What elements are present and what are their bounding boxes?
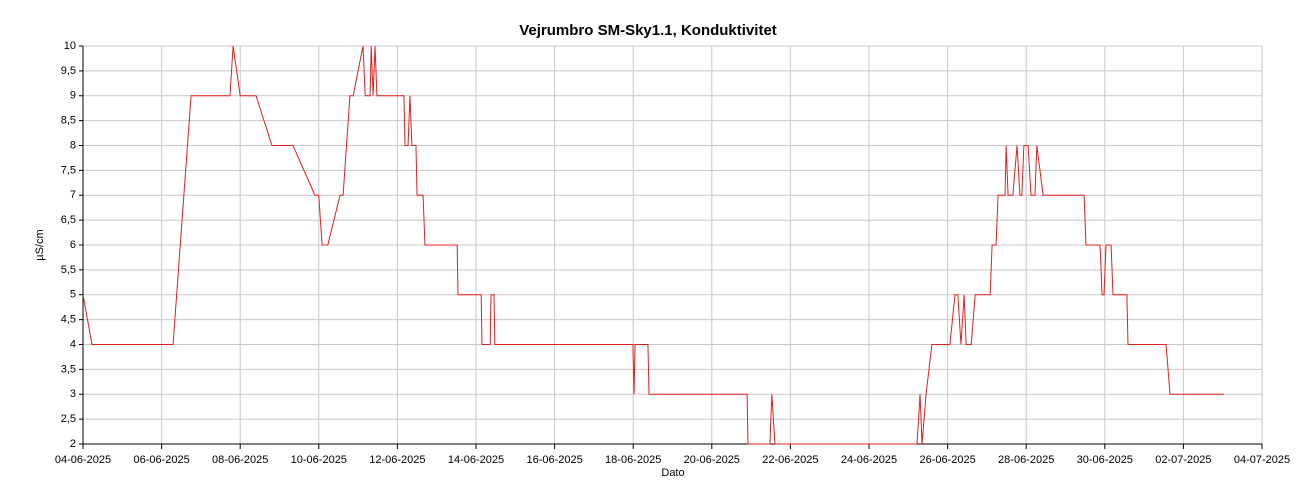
data-line: [82, 45, 1224, 445]
x-tick-label: 06-06-2025: [133, 454, 189, 466]
x-tick-label: 26-06-2025: [919, 454, 975, 466]
y-tick-label: 8: [70, 139, 76, 151]
y-tick-label: 6,5: [61, 214, 76, 226]
x-tick-label: 24-06-2025: [841, 454, 897, 466]
y-tick-label: 6: [70, 239, 76, 251]
y-tick-label: 5,5: [61, 264, 76, 276]
x-tick-label: 02-07-2025: [1155, 454, 1211, 466]
x-tick-label: 16-06-2025: [526, 454, 582, 466]
y-tick-label: 4,5: [61, 314, 76, 326]
y-tick-label: 7: [70, 189, 76, 201]
x-tick-label: 22-06-2025: [762, 454, 818, 466]
y-tick-label: 7,5: [61, 164, 76, 176]
x-tick-label: 20-06-2025: [684, 454, 740, 466]
y-tick-label: 9: [70, 90, 76, 102]
y-axis-label: µS/cm: [34, 229, 46, 260]
y-tick-label: 2: [70, 438, 76, 450]
y-tick-label: 2,5: [61, 413, 76, 425]
y-tick-label: 9,5: [61, 65, 76, 77]
chart-title: Vejrumbro SM-Sky1.1, Konduktivitet: [519, 22, 777, 39]
y-tick-label: 4: [70, 338, 76, 350]
x-tick-label: 10-06-2025: [291, 454, 347, 466]
x-tick-label: 12-06-2025: [369, 454, 425, 466]
y-tick-label: 3,5: [61, 363, 76, 375]
x-tick-label: 30-06-2025: [1077, 454, 1133, 466]
y-tick-label: 10: [64, 40, 76, 52]
y-tick-label: 5: [70, 289, 76, 301]
x-tick-label: 18-06-2025: [605, 454, 661, 466]
y-tick-label: 8,5: [61, 115, 76, 127]
x-axis-label: Dato: [661, 467, 684, 479]
x-tick-label: 14-06-2025: [448, 454, 504, 466]
x-tick-label: 28-06-2025: [998, 454, 1054, 466]
y-tick-label: 3: [70, 388, 76, 400]
x-tick-label: 08-06-2025: [212, 454, 268, 466]
x-tick-label: 04-06-2025: [55, 454, 111, 466]
x-tick-label: 04-07-2025: [1234, 454, 1290, 466]
